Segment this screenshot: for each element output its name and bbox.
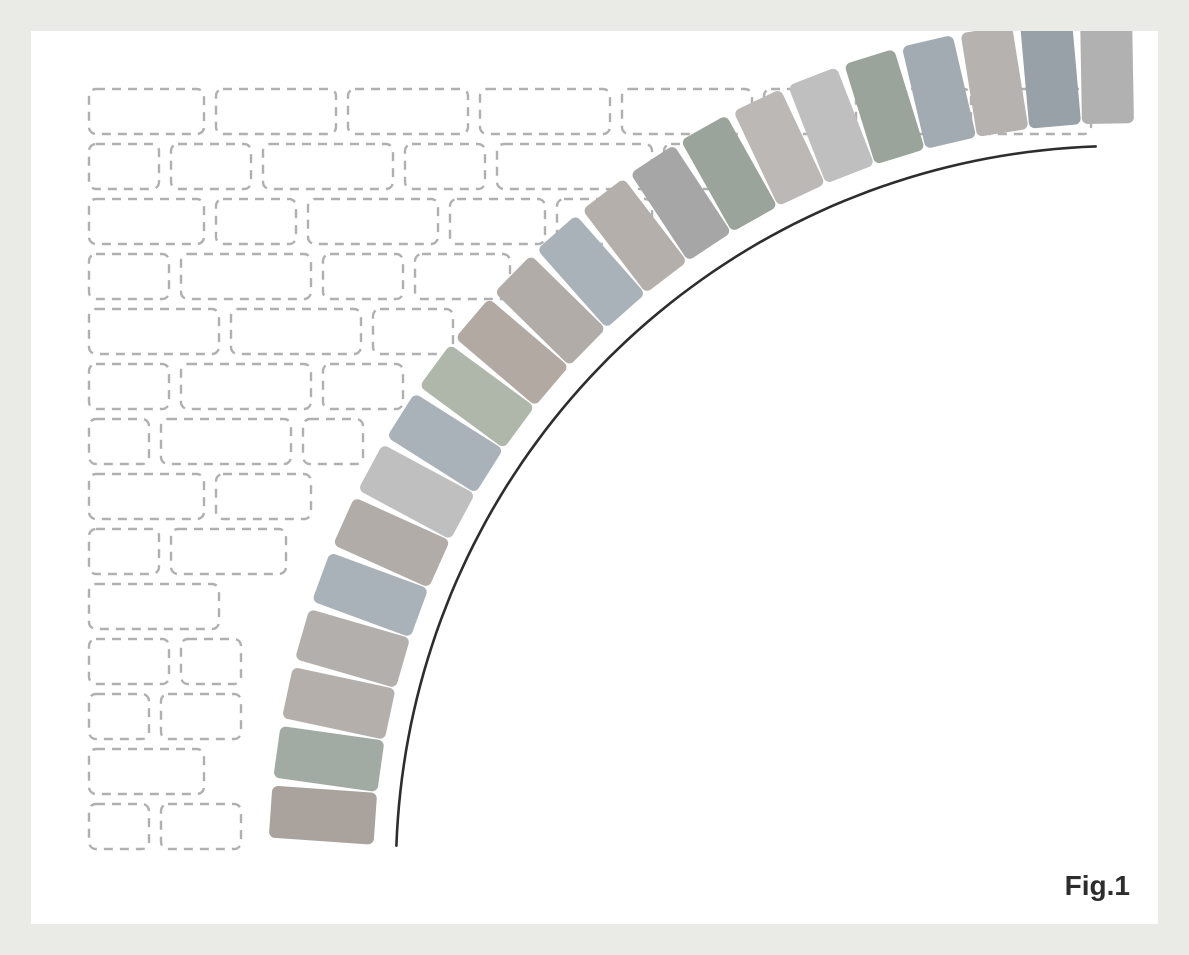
wall-brick <box>231 309 361 354</box>
wall-brick <box>89 254 169 299</box>
wall-brick <box>171 144 251 189</box>
voussoir <box>1020 31 1081 129</box>
wall-brick <box>480 89 610 134</box>
outer-frame: Fig.1 <box>0 0 1189 955</box>
wall-brick <box>303 419 363 464</box>
voussoirs <box>269 31 1134 845</box>
figure-caption: Fig.1 <box>1065 870 1130 902</box>
figure-panel: Fig.1 <box>28 28 1161 927</box>
arc-intrados <box>396 146 1095 845</box>
wall-brick <box>415 254 510 299</box>
arch-diagram-svg <box>31 31 1158 924</box>
wall-brick <box>181 254 311 299</box>
wall-brick <box>216 89 336 134</box>
wall-brick <box>216 199 296 244</box>
wall-brick <box>323 364 403 409</box>
wall-brick <box>181 364 311 409</box>
wall-brick <box>89 529 159 574</box>
wall-brick <box>89 694 149 739</box>
wall-bricks <box>89 89 1091 849</box>
wall-brick <box>161 694 241 739</box>
wall-brick <box>373 309 453 354</box>
wall-brick <box>450 199 545 244</box>
wall-brick <box>323 254 403 299</box>
wall-brick <box>89 474 204 519</box>
wall-brick <box>89 309 219 354</box>
wall-brick <box>348 89 468 134</box>
wall-brick <box>89 419 149 464</box>
wall-brick <box>89 144 159 189</box>
wall-brick <box>89 364 169 409</box>
wall-brick <box>89 749 204 794</box>
voussoir <box>269 786 377 845</box>
wall-brick <box>263 144 393 189</box>
wall-brick <box>89 804 149 849</box>
voussoir <box>1080 31 1134 124</box>
wall-brick <box>161 804 241 849</box>
wall-brick <box>181 639 241 684</box>
wall-brick <box>216 474 311 519</box>
wall-brick <box>308 199 438 244</box>
wall-brick <box>89 584 219 629</box>
wall-brick <box>89 89 204 134</box>
wall-brick <box>171 529 286 574</box>
wall-brick <box>405 144 485 189</box>
wall-brick <box>161 419 291 464</box>
wall-brick <box>89 639 169 684</box>
wall-brick <box>89 199 204 244</box>
wall-brick <box>497 144 652 189</box>
